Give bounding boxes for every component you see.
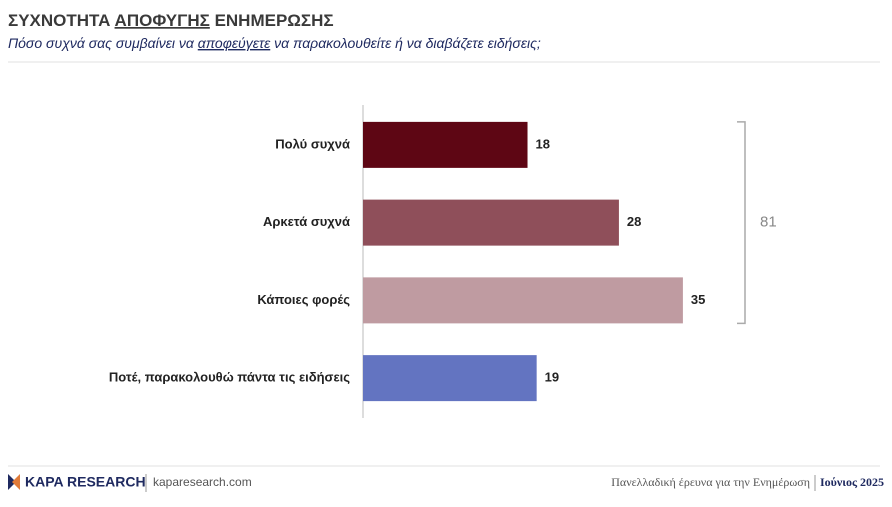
logo-icon [12,474,20,490]
survey-name: Πανελλαδική έρευνα για την Ενημέρωση [611,475,810,489]
bar [363,355,537,402]
category-label: Αρκετά συχνά [263,214,350,229]
bar [363,277,683,324]
subtitle-part: αποφεύγετε [198,35,271,51]
value-label: 35 [691,292,705,307]
value-label: 19 [545,370,559,385]
value-label: 18 [536,136,550,151]
survey-date: Ιούνιος 2025 [820,475,884,489]
bracket [737,121,746,325]
title-part: ΕΝΗΜΕΡΩΣΗΣ [210,11,334,30]
logo: KAPA RESEARCH [25,474,146,490]
subtitle-part: να παρακολουθείτε ή να διαβάζετε ειδήσει… [270,35,541,51]
bar [363,121,528,168]
website: kaparesearch.com [153,475,252,489]
value-label: 28 [627,214,641,229]
title-part: ΣΥΧΝΟΤΗΤΑ [8,11,115,30]
chart-title: ΣΥΧΝΟΤΗΤΑ ΑΠΟΦΥΓΗΣ ΕΝΗΜΕΡΩΣΗΣ [8,11,334,30]
bar [363,199,619,246]
category-label: Πολύ συχνά [275,136,350,151]
category-label: Κάποιες φορές [257,292,350,307]
chart-subtitle: Πόσο συχνά σας συμβαίνει να αποφεύγετε ν… [8,35,541,51]
title-part: ΑΠΟΦΥΓΗΣ [115,11,210,30]
category-label: Ποτέ, παρακολουθώ πάντα τις ειδήσεις [109,370,350,385]
bracket-total: 81 [760,214,777,231]
subtitle-part: Πόσο συχνά σας συμβαίνει να [8,35,198,51]
